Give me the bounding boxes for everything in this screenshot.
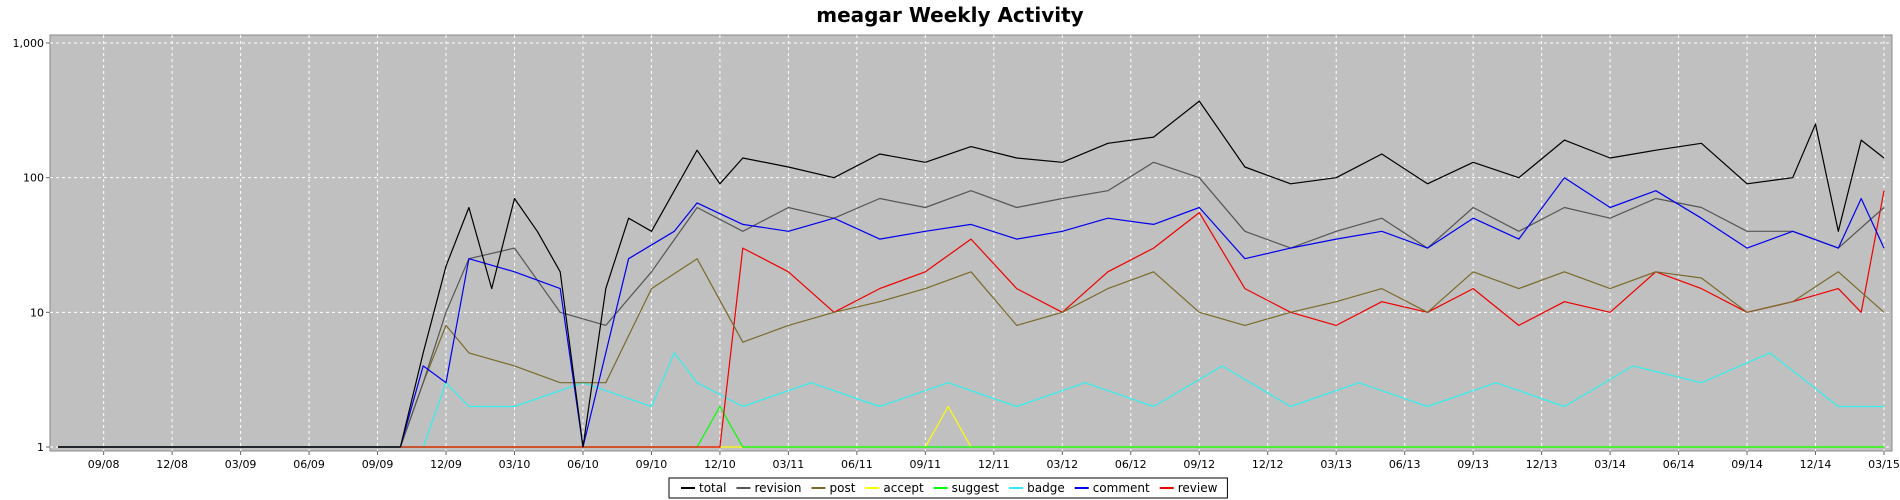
y-tick-label: 10 <box>30 306 44 319</box>
x-tick-label: 03/12 <box>1046 458 1078 471</box>
legend-item-badge: badge <box>1009 481 1065 495</box>
legend-label-total: total <box>699 481 726 495</box>
x-tick-label: 12/13 <box>1526 458 1558 471</box>
x-tick-label: 09/10 <box>636 458 668 471</box>
legend-item-accept: accept <box>865 481 924 495</box>
x-tick-label: 06/10 <box>567 458 599 471</box>
x-tick-label: 06/09 <box>293 458 325 471</box>
x-tick-label: 03/10 <box>499 458 531 471</box>
x-tick-label: 09/08 <box>88 458 120 471</box>
legend-label-badge: badge <box>1027 481 1065 495</box>
legend-label-revision: revision <box>754 481 801 495</box>
x-tick-label: 12/10 <box>704 458 736 471</box>
legend-item-revision: revision <box>736 481 801 495</box>
y-axis: 1 10 100 1,000 <box>13 37 50 454</box>
x-axis: 09/08 12/08 03/09 06/09 09/09 12/09 03/10 06/10… <box>88 451 1900 471</box>
series-group <box>58 100 1885 448</box>
x-tick-label: 06/13 <box>1389 458 1421 471</box>
x-tick-label: 12/09 <box>430 458 462 471</box>
legend: total revision post accept suggest badge comme… <box>668 477 1228 499</box>
x-tick-label: 12/14 <box>1800 458 1832 471</box>
legend-label-post: post <box>829 481 855 495</box>
x-tick-label: 03/09 <box>225 458 257 471</box>
y-tick-label: 100 <box>23 172 44 185</box>
plot-area <box>49 34 1893 452</box>
x-tick-label: 03/15 <box>1868 458 1900 471</box>
legend-item-comment: comment <box>1074 481 1150 495</box>
legend-label-accept: accept <box>883 481 924 495</box>
x-tick-label: 06/12 <box>1115 458 1147 471</box>
legend-label-review: review <box>1178 481 1218 495</box>
x-tick-label: 06/14 <box>1663 458 1695 471</box>
y-tick-label: 1 <box>37 441 44 454</box>
legend-item-total: total <box>681 481 726 495</box>
legend-item-review: review <box>1159 481 1218 495</box>
x-tick-label: 03/13 <box>1320 458 1352 471</box>
legend-item-post: post <box>811 481 856 495</box>
legend-item-suggest: suggest <box>933 481 1000 495</box>
x-tick-label: 12/11 <box>978 458 1010 471</box>
x-tick-label: 09/14 <box>1731 458 1763 471</box>
y-tick-label: 1,000 <box>13 37 45 50</box>
legend-box <box>668 477 1228 499</box>
x-tick-label: 12/08 <box>156 458 188 471</box>
x-tick-label: 06/11 <box>841 458 873 471</box>
series-line-comment <box>58 177 1885 448</box>
series-line-post <box>58 258 1885 448</box>
legend-label-comment: comment <box>1093 481 1150 495</box>
x-tick-label: 03/11 <box>773 458 805 471</box>
x-tick-label: 12/12 <box>1252 458 1284 471</box>
x-tick-label: 09/12 <box>1183 458 1215 471</box>
series-line-badge <box>58 352 1884 448</box>
x-tick-label: 09/13 <box>1457 458 1489 471</box>
legend-label-suggest: suggest <box>952 481 1000 495</box>
series-line-total <box>58 100 1885 448</box>
chart-title: meagar Weekly Activity <box>816 3 1083 27</box>
x-tick-label: 09/11 <box>909 458 941 471</box>
series-line-revision <box>58 161 1885 448</box>
x-tick-label: 03/14 <box>1594 458 1626 471</box>
x-tick-label: 09/09 <box>362 458 394 471</box>
